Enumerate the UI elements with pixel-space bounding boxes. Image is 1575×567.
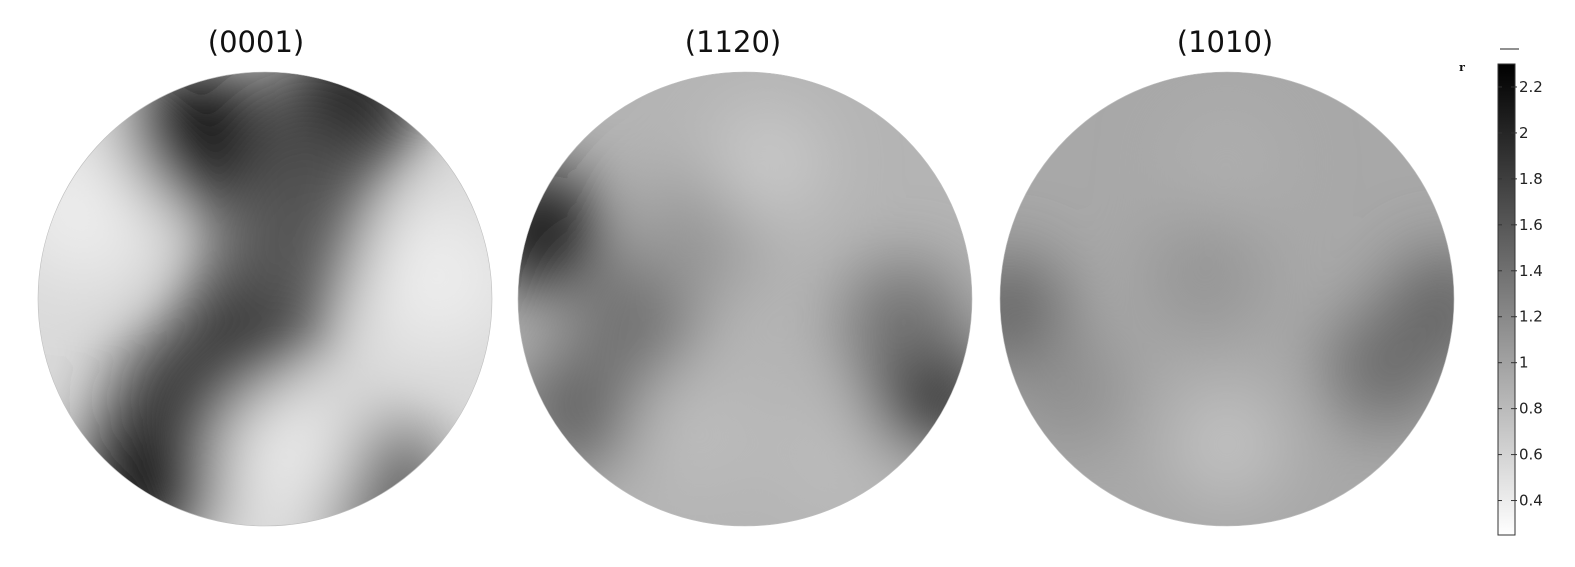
colorbar-tick-label: 1.8 [1519,170,1543,188]
colorbar-tick-label: 1.2 [1519,308,1543,326]
colorbar-gradient [1497,63,1516,536]
density-hotspot [1010,331,1127,448]
density-hotspot [775,397,896,518]
density-hotspot [639,375,760,496]
density-hotspot [38,136,156,281]
density-hotspot [365,204,492,349]
colorbar-tick-label: 1.4 [1519,262,1543,280]
density-hotspot [1169,104,1285,221]
colorbar-ticks: 2.2 2 1.8 1.6 1.4 1.2 1 0.8 0.6 0.4 [1498,78,1543,510]
pole-figure-title-0001: (0001) [208,25,304,59]
colorbar: r 2.2 2 1.8 1.6 1.4 1.2 1 0.8 0.6 0.4 [1459,48,1543,536]
colorbar-tick-label: 2.2 [1519,78,1543,96]
pole-figure-1010: (1010) [999,25,1455,527]
density-hotspot [571,261,692,382]
pole-figure-disk-0001 [38,72,492,526]
density-hotspot [124,72,269,208]
colorbar-unit-label: r [1459,61,1465,74]
colorbar-tick-label: 0.4 [1519,492,1543,510]
colorbar-tick-label: 0.8 [1519,400,1543,418]
density-hotspot [843,261,964,382]
pole-figure-disk-1120 [518,72,972,526]
density-hotspot [707,102,828,223]
pole-figure-outline [517,71,973,527]
density-hotspot [215,385,360,526]
pole-figure-1120: (1120) [517,25,973,527]
colorbar-tick-label: 1 [1519,354,1529,372]
density-hotspot [215,172,360,317]
pole-figure-disk-1010 [1000,72,1454,526]
colorbar-tick-label: 1.6 [1519,216,1543,234]
colorbar-tick-label: 2 [1519,124,1529,142]
density-hotspot [1327,309,1444,426]
density-hotspot [1169,386,1285,503]
pole-figure-title-1010: (1010) [1177,25,1273,59]
pole-figure-outline [37,71,493,527]
density-hotspots [1000,104,1454,503]
pole-figure-0001: (0001) [37,25,493,527]
density-hotspot [518,170,601,291]
colorbar-tick-label: 0.6 [1519,446,1543,464]
pole-figure-outline [999,71,1455,527]
density-hotspot [1146,218,1263,335]
pole-figure-title-1120: (1120) [685,25,781,59]
